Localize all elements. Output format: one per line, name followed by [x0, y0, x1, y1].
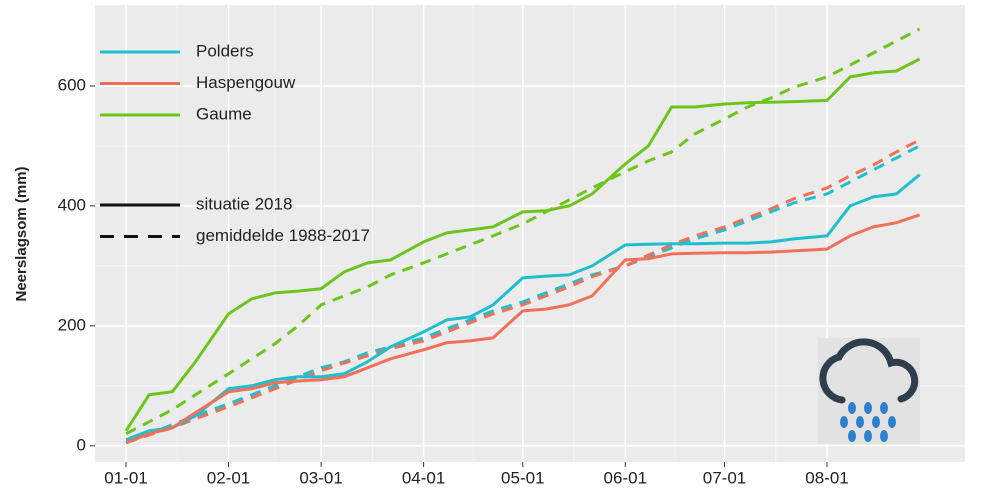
x-tick-label: 05-01 [501, 468, 544, 487]
cloud [819, 338, 919, 404]
average-line [125, 138, 921, 445]
rain-drops [840, 402, 896, 442]
legend-label: situatie 2018 [196, 194, 292, 213]
rain-icon [818, 338, 920, 444]
line [124, 57, 921, 432]
x-tick-label: 02-01 [207, 468, 250, 487]
y-axis-title: Neerslagsom (mm) [13, 166, 30, 301]
legend-label: Gaume [196, 104, 252, 123]
line [125, 173, 921, 442]
icon-background [818, 338, 920, 444]
legend-label: Haspengouw [196, 73, 296, 92]
average-line [125, 27, 921, 436]
x-tick-label: 06-01 [604, 468, 647, 487]
lines [124, 27, 921, 445]
x-tick-label: 07-01 [703, 468, 746, 487]
x-tick-label: 01-01 [104, 468, 147, 487]
y-tick-label: 200 [58, 315, 86, 334]
x-tick-label: 08-01 [805, 468, 848, 487]
y-tick-label: 600 [58, 75, 86, 94]
legend-label: gemiddelde 1988-2017 [196, 226, 370, 245]
y-tick-label: 0 [77, 435, 86, 454]
average-line [125, 144, 921, 445]
legend: Polders Haspengouw Gaume situatie 2018 gemid… [100, 41, 370, 245]
legend-label: Polders [196, 41, 254, 60]
y-tick-label: 400 [58, 195, 86, 214]
x-tick-label: 04-01 [402, 468, 445, 487]
line [125, 213, 921, 445]
x-tick-label: 03-01 [299, 468, 342, 487]
